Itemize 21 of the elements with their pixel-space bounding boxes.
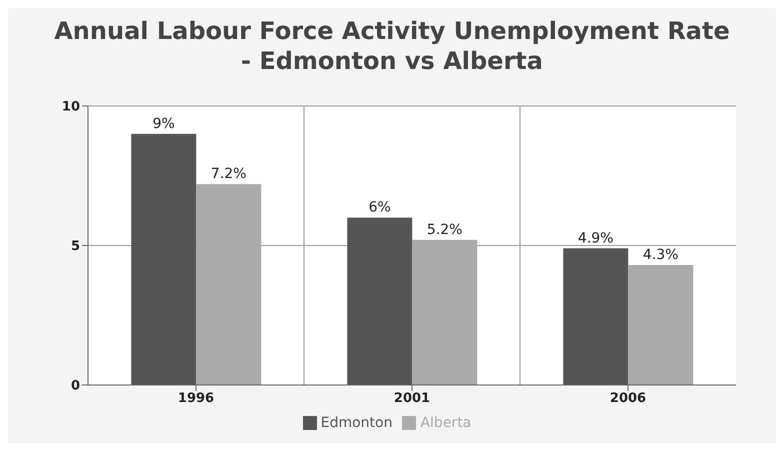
bar	[563, 248, 628, 385]
legend-label: Edmonton	[320, 415, 392, 431]
x-tick-label: 2001	[394, 391, 430, 406]
y-tick-label: 0	[70, 378, 80, 394]
bar	[131, 134, 196, 385]
legend-label: Alberta	[420, 415, 472, 431]
bar	[347, 218, 412, 385]
chart-title: Annual Labour Force Activity Unemployment Rate - Edmonton vs Alberta	[53, 16, 731, 76]
data-label: 4.9%	[578, 230, 614, 246]
bar	[196, 184, 262, 385]
data-label: 7.2%	[210, 166, 246, 182]
data-label: 9%	[152, 116, 175, 132]
y-tick-label: 5	[70, 239, 80, 254]
x-tick-label: 1996	[178, 391, 214, 406]
bar	[412, 240, 478, 385]
y-tick-label: 10	[62, 100, 80, 115]
bar	[628, 265, 694, 385]
data-label: 5.2%	[426, 222, 462, 238]
x-tick-label: 2006	[610, 391, 646, 406]
data-label: 6%	[368, 200, 391, 216]
data-label: 4.3%	[642, 247, 678, 264]
